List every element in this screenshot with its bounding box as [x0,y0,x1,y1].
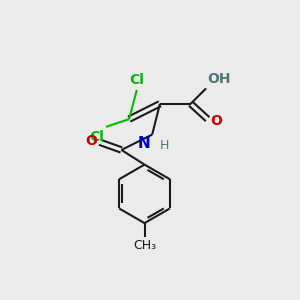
Text: CH₃: CH₃ [133,239,156,252]
Text: Cl: Cl [89,130,104,144]
Text: OH: OH [208,72,231,86]
Text: Cl: Cl [129,73,144,87]
Text: O: O [210,114,222,128]
Text: N: N [138,136,151,151]
Text: H: H [160,139,169,152]
Text: O: O [85,134,97,148]
